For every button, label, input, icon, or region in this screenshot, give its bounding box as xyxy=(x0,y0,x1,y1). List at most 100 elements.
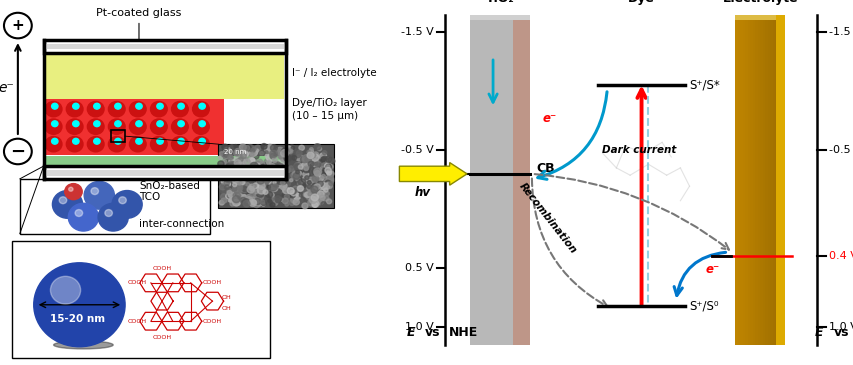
Circle shape xyxy=(266,149,270,153)
Circle shape xyxy=(296,155,303,161)
Circle shape xyxy=(317,191,324,197)
Text: -0.5 V: -0.5 V xyxy=(828,145,853,155)
Circle shape xyxy=(311,201,318,207)
Circle shape xyxy=(230,176,234,180)
Circle shape xyxy=(235,149,241,154)
Circle shape xyxy=(238,180,246,188)
Bar xyxy=(775,15,777,345)
Circle shape xyxy=(241,160,246,164)
Circle shape xyxy=(281,192,289,199)
Circle shape xyxy=(245,155,252,162)
Circle shape xyxy=(238,173,242,176)
Circle shape xyxy=(300,156,307,162)
Circle shape xyxy=(245,170,252,176)
Circle shape xyxy=(242,199,249,205)
Circle shape xyxy=(253,154,258,159)
Circle shape xyxy=(263,181,270,189)
Circle shape xyxy=(112,191,142,218)
Circle shape xyxy=(229,201,235,206)
Circle shape xyxy=(309,196,316,203)
Text: E: E xyxy=(815,326,822,339)
Circle shape xyxy=(241,169,247,174)
Circle shape xyxy=(283,155,291,162)
Circle shape xyxy=(246,197,252,203)
Text: OH: OH xyxy=(221,295,231,300)
Circle shape xyxy=(114,138,121,144)
Circle shape xyxy=(250,149,258,156)
Circle shape xyxy=(221,198,226,203)
Circle shape xyxy=(317,147,322,151)
Circle shape xyxy=(136,121,142,127)
Circle shape xyxy=(329,183,333,187)
Text: Dye/TiO₂ layer
(10 – 15 μm): Dye/TiO₂ layer (10 – 15 μm) xyxy=(292,98,366,121)
Bar xyxy=(737,15,740,345)
Circle shape xyxy=(328,157,334,163)
Circle shape xyxy=(303,172,306,176)
Circle shape xyxy=(232,196,240,203)
Circle shape xyxy=(227,156,233,161)
Circle shape xyxy=(302,184,306,188)
Circle shape xyxy=(314,190,318,194)
Bar xyxy=(20,179,210,234)
Circle shape xyxy=(300,163,308,170)
Circle shape xyxy=(260,165,264,168)
Circle shape xyxy=(272,179,276,182)
Circle shape xyxy=(301,169,306,174)
Circle shape xyxy=(249,184,254,189)
Circle shape xyxy=(316,193,322,200)
Circle shape xyxy=(262,168,265,172)
Circle shape xyxy=(306,164,310,168)
Circle shape xyxy=(297,186,303,191)
Circle shape xyxy=(325,156,332,162)
Circle shape xyxy=(319,172,325,177)
Circle shape xyxy=(323,188,328,192)
Circle shape xyxy=(223,176,229,182)
Circle shape xyxy=(255,162,261,168)
Circle shape xyxy=(268,199,271,203)
Circle shape xyxy=(280,151,285,156)
Circle shape xyxy=(229,196,236,202)
Circle shape xyxy=(271,181,276,185)
Circle shape xyxy=(246,188,250,192)
Circle shape xyxy=(287,149,293,154)
Circle shape xyxy=(67,137,83,152)
Circle shape xyxy=(325,180,331,185)
Circle shape xyxy=(298,188,302,191)
Text: COOH: COOH xyxy=(203,319,222,324)
Circle shape xyxy=(322,199,326,201)
Circle shape xyxy=(94,138,100,144)
Circle shape xyxy=(276,175,282,182)
Circle shape xyxy=(304,185,308,190)
Circle shape xyxy=(229,162,235,168)
Circle shape xyxy=(289,150,293,153)
Circle shape xyxy=(265,154,268,157)
Circle shape xyxy=(294,163,302,170)
Circle shape xyxy=(322,156,327,161)
Circle shape xyxy=(276,199,280,202)
Circle shape xyxy=(275,196,281,201)
Circle shape xyxy=(290,188,296,194)
Circle shape xyxy=(258,184,264,190)
Circle shape xyxy=(279,153,286,160)
Circle shape xyxy=(244,158,247,161)
Circle shape xyxy=(273,174,280,181)
Circle shape xyxy=(225,194,234,201)
Circle shape xyxy=(270,170,275,174)
Circle shape xyxy=(307,152,314,158)
Circle shape xyxy=(295,193,299,196)
Circle shape xyxy=(276,169,280,172)
Circle shape xyxy=(281,151,287,156)
Circle shape xyxy=(234,145,237,148)
Circle shape xyxy=(316,197,320,201)
Circle shape xyxy=(293,199,299,205)
Circle shape xyxy=(239,160,246,166)
Circle shape xyxy=(315,162,319,166)
Circle shape xyxy=(234,160,241,166)
Circle shape xyxy=(265,181,270,185)
Circle shape xyxy=(302,155,310,162)
Bar xyxy=(45,170,283,176)
Circle shape xyxy=(278,164,285,171)
Circle shape xyxy=(293,163,300,169)
Circle shape xyxy=(233,200,240,206)
Circle shape xyxy=(228,145,235,152)
